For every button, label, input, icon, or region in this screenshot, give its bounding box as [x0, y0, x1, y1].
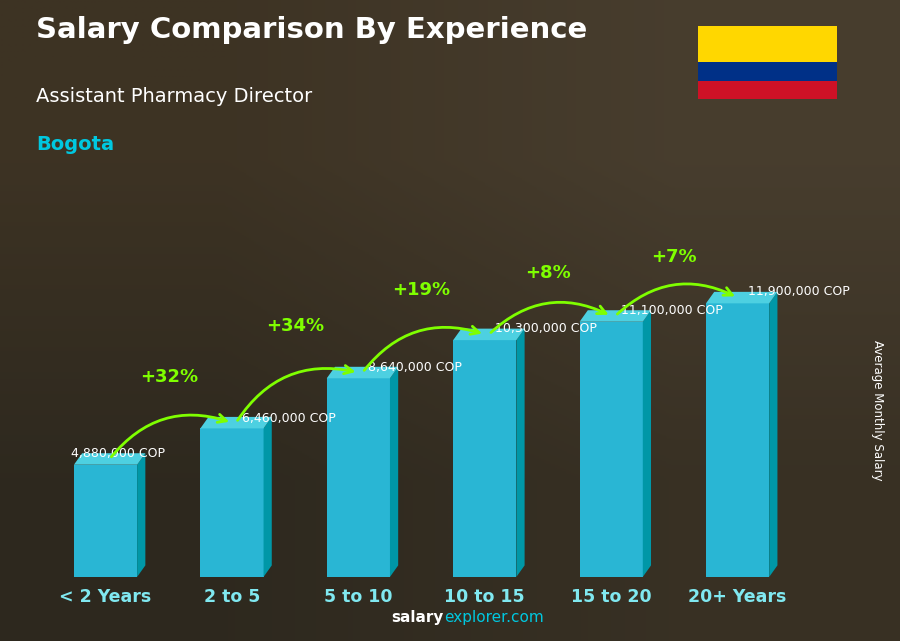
Text: +8%: +8%: [525, 265, 571, 283]
Polygon shape: [74, 453, 146, 465]
Polygon shape: [264, 417, 272, 577]
Bar: [698, 26, 837, 62]
Bar: [706, 303, 770, 577]
Text: +34%: +34%: [266, 317, 324, 335]
Text: Assistant Pharmacy Director: Assistant Pharmacy Director: [36, 87, 312, 106]
Text: salary: salary: [392, 610, 444, 625]
Text: Bogota: Bogota: [36, 135, 114, 154]
Polygon shape: [770, 292, 778, 577]
Text: +19%: +19%: [392, 281, 451, 299]
Bar: [698, 62, 837, 81]
Text: Salary Comparison By Experience: Salary Comparison By Experience: [36, 16, 587, 44]
Text: 8,640,000 COP: 8,640,000 COP: [368, 362, 463, 374]
Text: +7%: +7%: [652, 248, 698, 267]
Polygon shape: [201, 417, 272, 428]
Text: 4,880,000 COP: 4,880,000 COP: [71, 447, 166, 460]
Polygon shape: [327, 367, 398, 378]
Bar: [201, 428, 264, 577]
Text: Average Monthly Salary: Average Monthly Salary: [871, 340, 884, 481]
Polygon shape: [517, 329, 525, 577]
Bar: [74, 465, 137, 577]
Bar: [580, 322, 643, 577]
Bar: [698, 81, 837, 99]
Text: 10,300,000 COP: 10,300,000 COP: [495, 322, 597, 335]
Text: 6,460,000 COP: 6,460,000 COP: [242, 412, 336, 426]
Polygon shape: [706, 292, 778, 303]
Polygon shape: [580, 310, 651, 322]
Text: 11,100,000 COP: 11,100,000 COP: [621, 304, 723, 317]
Text: explorer.com: explorer.com: [444, 610, 544, 625]
Polygon shape: [454, 329, 525, 340]
Bar: [454, 340, 517, 577]
Text: +32%: +32%: [140, 368, 198, 386]
Polygon shape: [390, 367, 398, 577]
Polygon shape: [137, 453, 146, 577]
Polygon shape: [643, 310, 651, 577]
Bar: [327, 378, 390, 577]
Text: 11,900,000 COP: 11,900,000 COP: [748, 285, 850, 298]
